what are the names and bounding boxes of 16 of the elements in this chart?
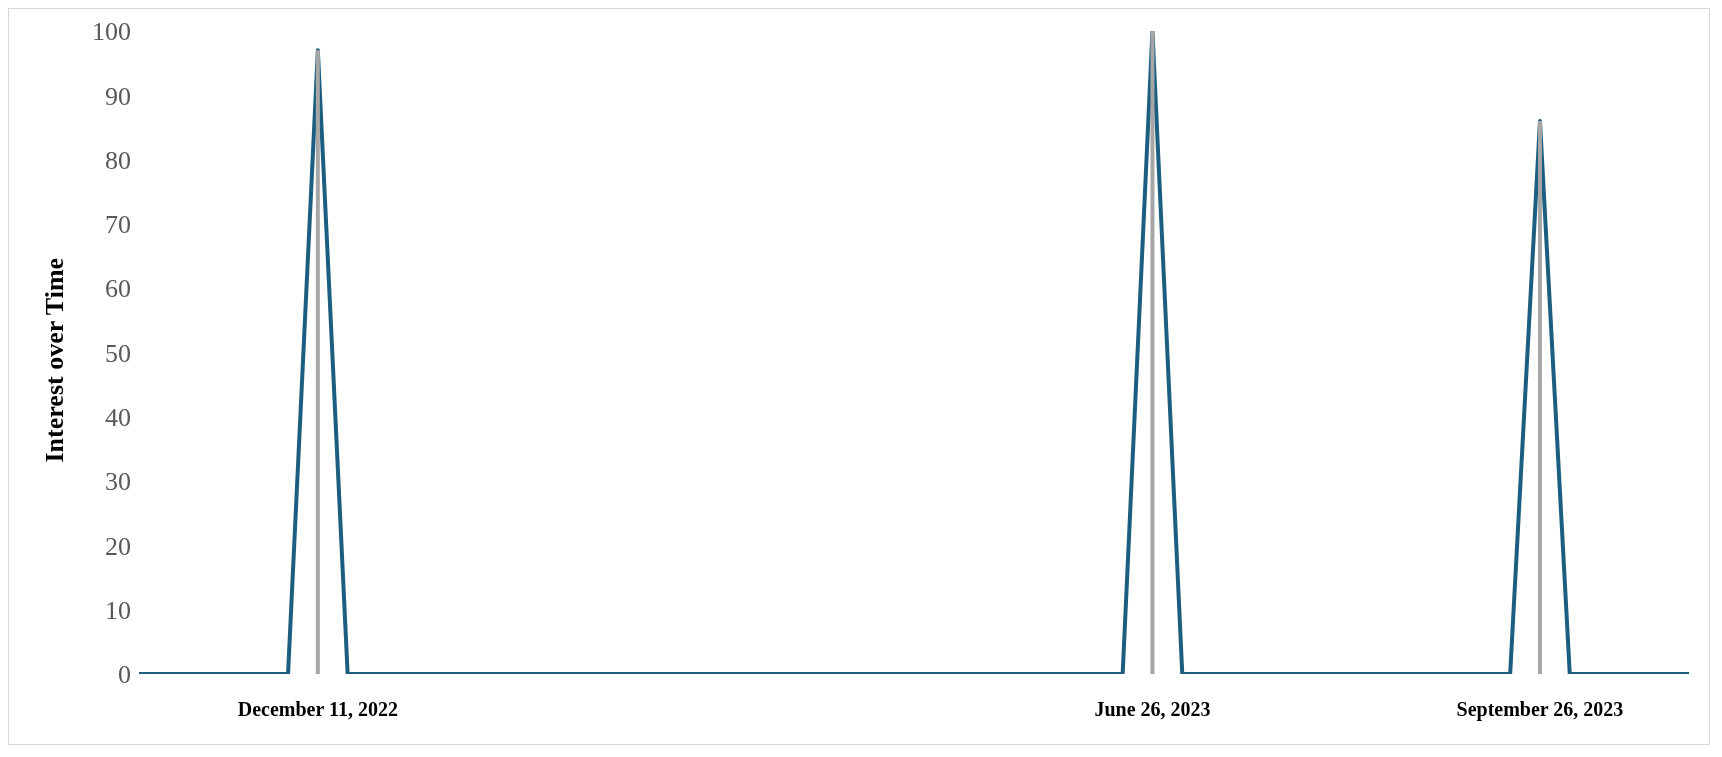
y-tick-label: 70 <box>105 210 131 240</box>
y-tick-label: 90 <box>105 81 131 111</box>
y-tick-label: 20 <box>105 531 131 561</box>
x-tick-label: June 26, 2023 <box>1094 698 1211 721</box>
line-series <box>137 31 1691 674</box>
y-tick-label: 0 <box>118 660 131 690</box>
y-tick-label: 30 <box>105 467 131 497</box>
y-tick-label: 50 <box>105 338 131 368</box>
y-axis-title: Interest over Time <box>40 257 70 463</box>
y-tick-label: 80 <box>105 145 131 175</box>
y-tick-label: 10 <box>105 595 131 625</box>
y-tick-label: 100 <box>92 17 131 47</box>
x-tick-label: December 11, 2022 <box>237 698 398 721</box>
y-tick-label: 60 <box>105 274 131 304</box>
y-tick-label: 40 <box>105 403 131 433</box>
x-tick-label: September 26, 2023 <box>1456 698 1624 722</box>
